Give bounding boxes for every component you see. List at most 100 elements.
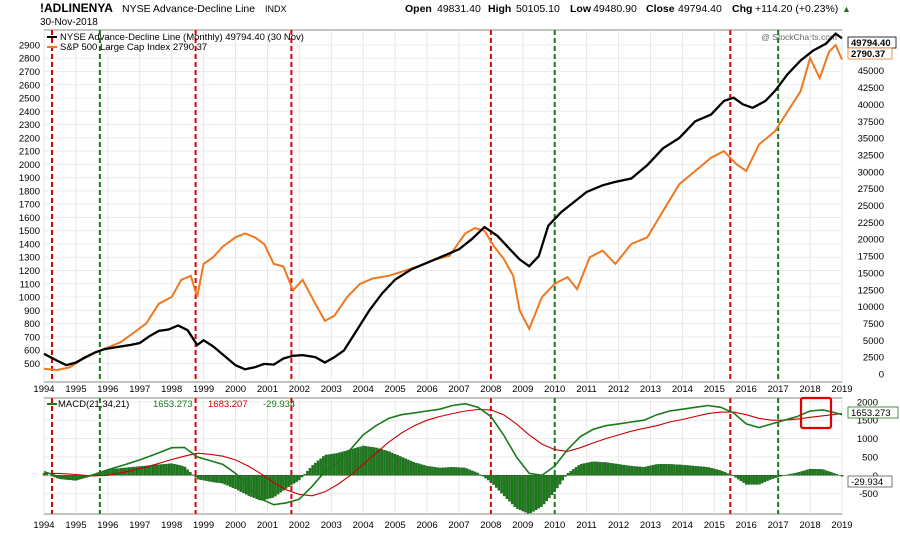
histogram-bar <box>822 469 825 476</box>
x-axis-tick: 2008 <box>480 520 501 531</box>
histogram-bar <box>731 475 735 476</box>
x-axis-tick: 2009 <box>512 520 533 531</box>
right-axis-tick: 0 <box>879 370 884 381</box>
x-axis-tick: 2005 <box>385 384 406 395</box>
histogram-bar <box>670 464 674 476</box>
histogram-bar <box>510 475 514 505</box>
histogram-bar <box>582 463 586 476</box>
histogram-bar <box>178 465 181 476</box>
histogram-bar <box>436 467 439 476</box>
left-axis-tick: 2600 <box>19 80 40 91</box>
histogram-bar <box>625 465 628 476</box>
histogram-bar <box>348 449 352 476</box>
histogram-bar <box>173 463 176 476</box>
left-axis-tick: 700 <box>24 332 40 343</box>
histogram-bar <box>590 461 594 476</box>
histogram-bar <box>558 475 562 485</box>
histogram-bar <box>465 468 469 476</box>
histogram-bar <box>577 465 580 476</box>
histogram-last-value: -29.934 <box>851 477 883 488</box>
histogram-bar <box>497 475 501 491</box>
histogram-bar <box>827 471 830 476</box>
histogram-bar <box>484 475 487 479</box>
histogram-bar <box>694 465 697 476</box>
x-axis-tick: 1994 <box>33 384 54 395</box>
histogram-bar <box>513 475 517 507</box>
histogram-bar <box>111 469 115 476</box>
histogram-last-value-tag: -29.934 <box>847 475 893 488</box>
histogram-bar <box>194 475 197 478</box>
histogram-bar <box>343 451 346 476</box>
histogram-bar <box>721 471 724 476</box>
histogram-bar <box>327 454 330 476</box>
histogram-bar <box>537 475 541 509</box>
histogram-bar <box>752 475 756 485</box>
histogram-bar <box>763 475 767 483</box>
histogram-bar <box>234 475 237 490</box>
x-axis-tick: 2004 <box>353 520 374 531</box>
histogram-bar <box>609 462 612 476</box>
histogram-bar <box>524 475 527 513</box>
x-axis-tick: 2001 <box>257 520 278 531</box>
histogram-bar <box>423 465 426 476</box>
histogram-bar <box>830 472 833 476</box>
histogram-bar <box>630 465 634 476</box>
spx-line <box>43 43 843 372</box>
adl-legend-label: NYSE Advance-Decline Line (Monthly) 4979… <box>60 32 304 43</box>
macd-histogram <box>42 445 844 514</box>
histogram-bar <box>351 448 354 476</box>
histogram-bar <box>737 475 740 480</box>
histogram-bar <box>572 469 575 476</box>
histogram-bar <box>300 475 304 478</box>
histogram-bar <box>651 464 655 476</box>
histogram-bar <box>231 475 235 488</box>
x-axis-tick: 2003 <box>321 384 342 395</box>
x-axis-tick: 2003 <box>321 520 342 531</box>
x-axis-tick: 2012 <box>608 520 629 531</box>
histogram-bar <box>619 464 623 476</box>
left-axis-tick: 1000 <box>19 293 40 304</box>
histogram-bar <box>215 475 219 483</box>
left-axis-tick: 2700 <box>19 67 40 78</box>
histogram-bar <box>455 467 458 476</box>
histogram-bar <box>739 475 743 482</box>
histogram-bar <box>502 475 506 497</box>
histogram-bar <box>157 464 160 476</box>
histogram-bar <box>691 465 695 476</box>
left-axis-tick: 1800 <box>19 186 40 197</box>
right-axis-tick: 37500 <box>858 117 884 128</box>
histogram-bar <box>710 468 713 476</box>
chg-label: Chg <box>732 3 752 15</box>
histogram-bar <box>311 465 314 476</box>
histogram-bar <box>260 475 264 501</box>
left-axis-tick: 2400 <box>19 107 40 118</box>
x-axis-tick: 1995 <box>65 384 86 395</box>
histogram-bar <box>377 448 381 476</box>
histogram-bar <box>532 475 535 512</box>
histogram-bar <box>409 460 413 476</box>
histogram-bar <box>792 473 796 476</box>
histogram-bar <box>114 468 118 476</box>
histogram-bar <box>449 467 453 476</box>
histogram-bar <box>508 475 511 502</box>
histogram-bar <box>133 466 136 476</box>
x-axis-tick: 2015 <box>704 384 725 395</box>
histogram-bar <box>835 474 838 476</box>
histogram-bar <box>604 462 607 476</box>
macd-axis-tick: 2000 <box>857 397 878 408</box>
histogram-bar <box>596 461 599 476</box>
histogram-bar <box>135 466 139 476</box>
histogram-bar <box>649 465 652 476</box>
histogram-bar <box>202 475 205 481</box>
histogram-bar <box>790 473 793 476</box>
histogram-bar <box>420 464 423 476</box>
histogram-bar <box>489 475 493 483</box>
histogram-bar <box>263 475 267 500</box>
histogram-bar <box>146 465 149 476</box>
histogram-bar <box>779 475 783 477</box>
histogram-bar <box>431 466 434 476</box>
histogram-bar <box>569 470 572 476</box>
histogram-bar <box>683 465 687 476</box>
histogram-bar <box>242 475 245 494</box>
left-axis-tick: 2500 <box>19 94 40 105</box>
